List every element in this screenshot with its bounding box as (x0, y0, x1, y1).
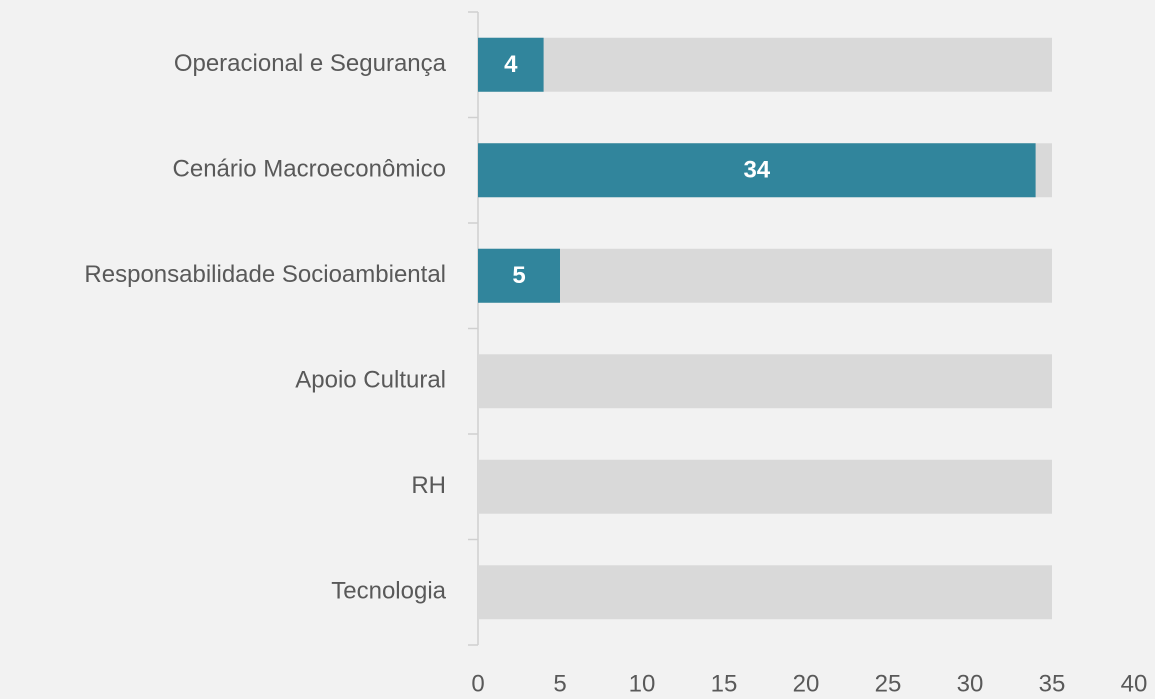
background-bar (478, 37, 1052, 92)
y-tick-label: RH (411, 472, 446, 499)
x-tick-label: 10 (629, 670, 656, 697)
x-tick-label: 40 (1121, 670, 1148, 697)
y-tick-label: Apoio Cultural (295, 367, 446, 394)
x-tick-label: 15 (711, 670, 738, 697)
background-bar (478, 354, 1052, 409)
x-tick-label: 25 (875, 670, 902, 697)
y-tick-label: Cenário Macroeconômico (173, 156, 446, 183)
value-label: 4 (504, 51, 518, 78)
y-tick-label: Responsabilidade Socioambiental (84, 261, 446, 288)
background-bar (478, 565, 1052, 620)
y-tick-label: Operacional e Segurança (174, 50, 447, 77)
background-bar (478, 459, 1052, 514)
value-label: 34 (743, 157, 770, 184)
x-tick-label: 30 (957, 670, 984, 697)
bar (478, 37, 544, 92)
x-tick-label: 20 (793, 670, 820, 697)
bar (478, 248, 560, 303)
x-tick-label: 0 (471, 670, 484, 697)
bar (478, 143, 1036, 198)
x-tick-label: 5 (553, 670, 566, 697)
y-tick-label: Tecnologia (331, 578, 446, 605)
value-label: 5 (512, 262, 525, 289)
x-tick-label: 35 (1039, 670, 1066, 697)
background-bar (478, 248, 1052, 303)
